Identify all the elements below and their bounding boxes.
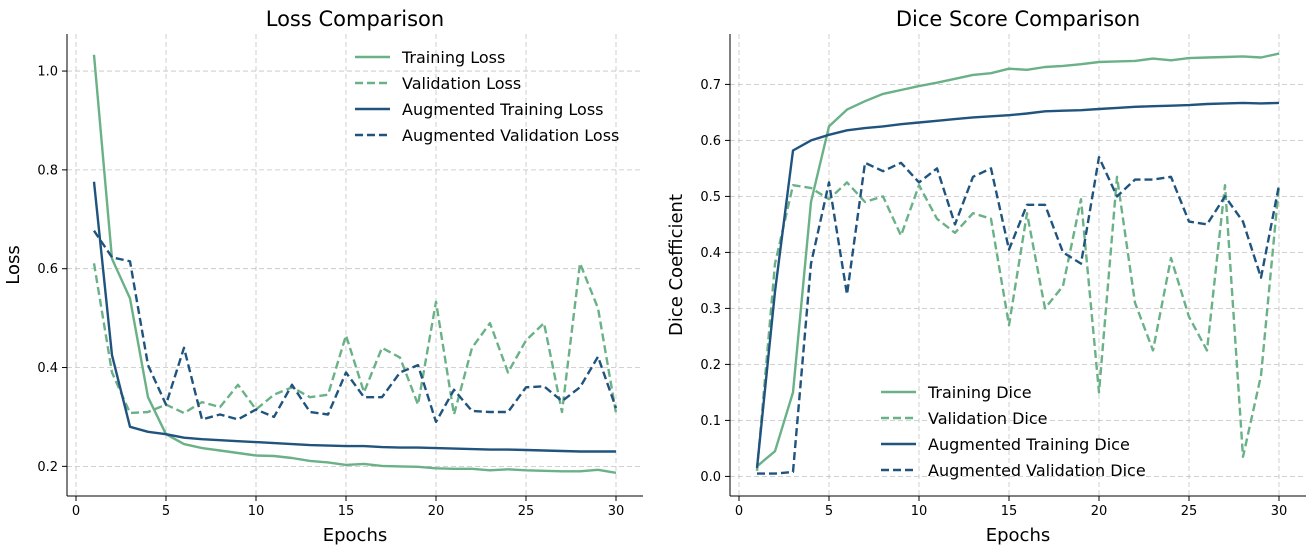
x-tick-label: 15 [1001,504,1018,519]
y-tick-label: 0.4 [700,246,721,261]
series-line-validation-dice [755,175,1281,471]
x-axis-label: Epochs [323,525,388,546]
x-tick-label: 0 [72,504,80,519]
legend-label-augmented-validation-loss: Augmented Validation Loss [402,126,619,145]
y-tick-label: 0.3 [700,302,721,317]
x-tick-label: 25 [518,504,535,519]
series-line-augmented-validation-dice [757,155,1281,475]
y-tick-label: 0.4 [37,361,58,376]
y-tick-label: 1.0 [37,65,58,80]
y-tick-label: 0.6 [700,134,721,149]
x-tick-label: 10 [248,504,265,519]
x-tick-label: 15 [338,504,355,519]
chart-title: Loss Comparison [266,7,444,31]
y-tick-label: 0.5 [700,190,721,205]
x-tick-label: 25 [1181,504,1198,519]
x-tick-label: 5 [162,504,170,519]
legend-label-training-loss: Training Loss [401,48,505,67]
x-axis-label: Epochs [986,525,1051,546]
x-tick-label: 30 [1271,504,1288,519]
legend-label-validation-loss: Validation Loss [402,74,521,93]
y-tick-label: 0.8 [37,163,58,178]
x-tick-label: 20 [428,504,445,519]
legend-label-validation-dice: Validation Dice [928,409,1048,428]
x-tick-label: 0 [735,504,743,519]
loss-comparison-chart: 0 5 10 15 20 25 30 0.2 0.4 0.6 0.8 1.0 Loss Comparis… [3,7,643,546]
y-tick-label: 0.1 [700,414,721,429]
series-line-augmented-training-dice [755,101,1280,469]
series-line-validation-loss [92,262,618,416]
x-tick-label: 5 [825,504,833,519]
legend-label-augmented-training-loss: Augmented Training Loss [402,100,603,119]
y-tick-label: 0.0 [700,470,721,485]
series-line-augmented-validation-loss [93,230,618,424]
x-tick-label: 30 [608,504,625,519]
x-tick-label: 10 [911,504,928,519]
y-tick-label: 0.7 [700,78,721,93]
legend-label-training-dice: Training Dice [927,383,1032,402]
y-axis-label: Dice Coefficient [666,194,687,336]
y-tick-label: 0.6 [37,262,58,277]
chart-title: Dice Score Comparison [896,7,1140,31]
y-tick-label: 0.2 [700,358,721,373]
dice-score-comparison-chart: 0 5 10 15 20 25 30 0.0 0.1 0.2 0.3 0.4 0.5 0.6 0.7 Dice… [666,7,1306,546]
y-tick-label: 0.2 [37,460,58,475]
series-line-training-loss [92,54,617,474]
y-axis-label: Loss [3,245,24,284]
legend-label-augmented-validation-dice: Augmented Validation Dice [928,461,1146,480]
series-line-augmented-training-loss [92,181,616,453]
x-tick-label: 20 [1091,504,1108,519]
legend-label-augmented-training-dice: Augmented Training Dice [928,435,1130,454]
series-line-training-dice [756,52,1280,468]
